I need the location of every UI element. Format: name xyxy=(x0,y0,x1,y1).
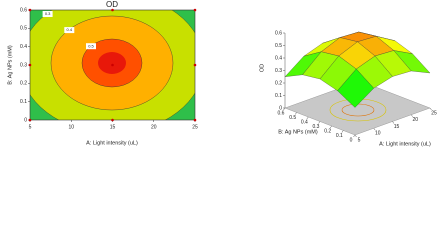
y-tick xyxy=(306,116,309,120)
x-tick-label: 20 xyxy=(412,117,418,123)
figure: 0.3 0.4 0.5 OD A: Light intensity (uL) B: … xyxy=(7,0,437,147)
z-tick-label: 0.2 xyxy=(275,80,282,86)
contour-label-box xyxy=(86,43,96,50)
page: {"chart_data": [ {"type": "contour", "ti… xyxy=(7,0,437,148)
surface-group: 0 0.1 0.2 0.3 0.4 0.5 0.6 5 10 15 20 25 0 0.1 0.2 0.3 0.… xyxy=(275,30,437,143)
contour-label-box xyxy=(64,27,75,34)
z-tick-label: 0.6 xyxy=(275,30,282,36)
y-tick-label: 0.4 xyxy=(20,44,27,50)
design-point xyxy=(193,63,197,67)
y-tick-label: 0.2 xyxy=(324,128,331,134)
y-tick-label: 0 xyxy=(24,117,27,123)
y-tick xyxy=(353,134,356,138)
design-point xyxy=(111,118,114,122)
x-tick-label: 5 xyxy=(29,124,32,130)
y-tick-label: 0.6 xyxy=(20,7,27,13)
x-tick-label: 15 xyxy=(110,124,116,130)
y-tick xyxy=(283,107,286,111)
chart-title: OD xyxy=(106,0,118,9)
z-tick-label: 0 xyxy=(279,105,282,111)
y-tick-label: 0.1 xyxy=(336,133,343,139)
z-tick-label: 0.5 xyxy=(275,43,282,49)
x-tick xyxy=(429,107,432,111)
y-tick-label: 0.3 xyxy=(20,62,27,68)
design-point xyxy=(28,8,32,12)
x-tick xyxy=(354,134,357,138)
x-tick xyxy=(373,128,376,131)
y-tick-label: 0.1 xyxy=(20,99,27,105)
x-tick-label: 20 xyxy=(151,124,157,130)
x-tick-label: 10 xyxy=(375,131,381,137)
design-point xyxy=(111,8,114,12)
contour-label-box xyxy=(42,11,53,17)
surface-cell xyxy=(337,68,374,108)
x-tick-label: 10 xyxy=(68,124,74,130)
z-axis-label: OD xyxy=(259,64,265,72)
x-axis-label: A: Light intensity (uL) xyxy=(379,141,431,147)
y-tick-label: 0.5 xyxy=(289,115,296,121)
design-point xyxy=(193,8,197,12)
x-tick-label: 5 xyxy=(358,137,361,143)
contour-label: 0.3 xyxy=(45,11,51,16)
y-axis-label: B: Ag NPs (mM) xyxy=(7,45,13,85)
z-tick-label: 0.1 xyxy=(275,93,282,99)
y-tick-label: 0.5 xyxy=(20,26,27,32)
z-tick-label: 0.3 xyxy=(275,68,282,74)
y-tick-label: 0.6 xyxy=(278,110,285,116)
contour-label: 0.4 xyxy=(67,27,73,32)
y-tick xyxy=(341,130,344,133)
contour-label: 0.5 xyxy=(88,43,94,48)
contour-core xyxy=(98,52,126,74)
x-tick-label: 15 xyxy=(394,124,400,130)
y-tick xyxy=(318,121,321,124)
y-tick xyxy=(329,125,332,129)
design-point xyxy=(28,118,32,122)
contour-group: 0.3 0.4 0.5 xyxy=(30,10,195,120)
z-tick-label: 0.4 xyxy=(275,55,282,61)
y-tick-label: 0 xyxy=(350,137,353,143)
x-axis-label: A: Light intensity (uL) xyxy=(86,140,138,146)
y-tick xyxy=(294,112,297,115)
y-tick-label: 0.2 xyxy=(20,81,27,87)
x-tick xyxy=(411,114,413,117)
y-tick-label: 0.3 xyxy=(313,124,320,130)
design-point xyxy=(111,63,114,67)
x-tick-label: 25 xyxy=(192,124,198,130)
x-tick xyxy=(392,121,395,124)
x-tick-label: 25 xyxy=(431,110,437,116)
design-point xyxy=(193,118,197,122)
y-axis-label: B: Ag NPs (mM) xyxy=(278,129,318,135)
y-tick-label: 0.4 xyxy=(301,119,308,125)
design-point xyxy=(28,63,32,67)
